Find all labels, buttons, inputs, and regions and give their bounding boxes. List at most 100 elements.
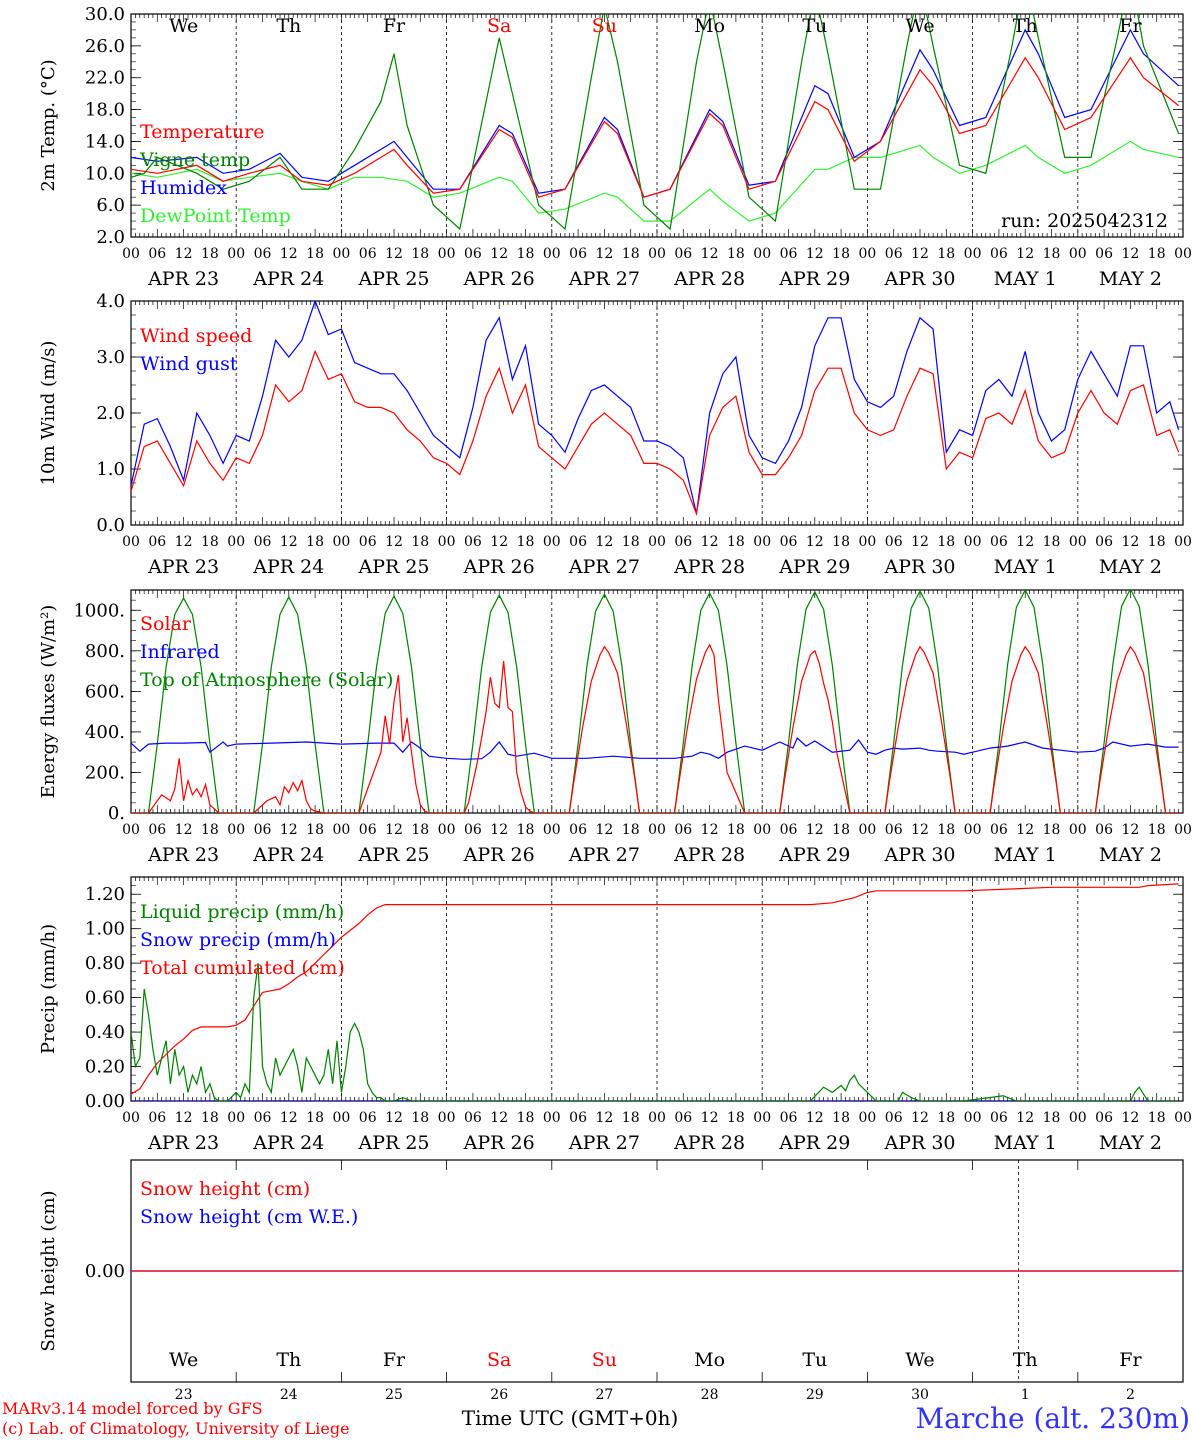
hour-tick-label: 06 [359, 246, 377, 262]
weekday-label: Th [1013, 15, 1038, 37]
hour-tick-label: 12 [911, 534, 929, 550]
hour-tick-label: 00 [227, 246, 245, 262]
hour-tick-label: 06 [359, 822, 377, 838]
day-number-label: 25 [385, 1387, 403, 1403]
date-label: APR 28 [673, 1132, 745, 1154]
hour-tick-label: 12 [1121, 246, 1139, 262]
hour-tick-label: 06 [674, 822, 692, 838]
hour-tick-label: 12 [490, 822, 508, 838]
date-label: APR 28 [673, 268, 745, 290]
panel-2 [130, 300, 1184, 526]
hour-tick-label: 12 [806, 534, 824, 550]
hour-tick-label: 06 [148, 1110, 166, 1126]
hour-tick-label: 18 [622, 1110, 640, 1126]
hour-tick-label: 12 [701, 822, 719, 838]
hour-tick-label: 00 [858, 534, 876, 550]
hour-tick-label: 06 [148, 534, 166, 550]
hour-tick-label: 00 [438, 246, 456, 262]
hour-tick-label: 00 [543, 822, 561, 838]
hour-tick-label: 00 [122, 1110, 140, 1126]
weekday-label: Th [276, 15, 301, 37]
hour-tick-label: 06 [148, 822, 166, 838]
panel-4 [130, 876, 1184, 1102]
hour-tick-label: 00 [332, 246, 350, 262]
y-tick-label: 200. [85, 762, 125, 783]
hour-tick-label: 00 [227, 534, 245, 550]
hour-tick-label: 12 [595, 534, 613, 550]
date-label: APR 30 [883, 844, 955, 866]
hour-tick-label: 06 [569, 246, 587, 262]
hour-tick-label: 00 [1174, 1110, 1192, 1126]
hour-tick-label: 00 [753, 1110, 771, 1126]
hour-tick-label: 06 [885, 534, 903, 550]
hour-tick-label: 18 [1148, 246, 1166, 262]
day-number-label: 27 [595, 1387, 613, 1403]
weekday-label: Fr [383, 1349, 406, 1371]
hour-tick-label: 06 [254, 246, 272, 262]
y-tick-label: 2.0 [96, 227, 125, 248]
hour-tick-label: 18 [201, 1110, 219, 1126]
hour-tick-label: 06 [780, 246, 798, 262]
hour-tick-label: 00 [753, 246, 771, 262]
series-line-infrared [131, 736, 1179, 760]
legend-entry: Humidex [140, 177, 227, 199]
hour-tick-label: 18 [306, 534, 324, 550]
hour-tick-label: 06 [254, 534, 272, 550]
series-line-wind-gust [131, 301, 1180, 514]
date-label: APR 25 [357, 844, 429, 866]
hour-tick-label: 18 [622, 534, 640, 550]
legend-entry: Snow precip (mm/h) [140, 929, 336, 951]
legend-entry: Snow height (cm) [140, 1178, 310, 1200]
series-line-solar [131, 643, 1179, 813]
series-line-vigne-temp [131, 14, 1180, 231]
hour-tick-label: 00 [543, 246, 561, 262]
hour-tick-label: 00 [438, 822, 456, 838]
hour-tick-label: 06 [780, 822, 798, 838]
date-label: APR 29 [778, 268, 850, 290]
y-tick-label: 14.0 [85, 131, 125, 152]
hour-tick-label: 18 [1148, 1110, 1166, 1126]
weekday-label: Tu [802, 1349, 827, 1371]
hour-tick-label: 18 [1043, 822, 1061, 838]
date-label: APR 23 [147, 268, 219, 290]
hour-tick-label: 18 [832, 534, 850, 550]
hour-tick-label: 18 [517, 246, 535, 262]
date-label: APR 26 [463, 1132, 535, 1154]
hour-tick-label: 18 [1043, 534, 1061, 550]
date-label: APR 23 [147, 844, 219, 866]
hour-tick-label: 00 [227, 822, 245, 838]
hour-tick-label: 06 [780, 534, 798, 550]
hour-tick-label: 12 [806, 1110, 824, 1126]
date-label: MAY 2 [1099, 556, 1162, 578]
hour-tick-label: 00 [964, 822, 982, 838]
hour-tick-label: 18 [937, 246, 955, 262]
date-label: APR 24 [252, 268, 324, 290]
hour-tick-label: 12 [1016, 1110, 1034, 1126]
hour-tick-label: 12 [1016, 822, 1034, 838]
hour-tick-label: 00 [964, 1110, 982, 1126]
hour-tick-label: 18 [727, 534, 745, 550]
series-line-dewpoint-temp [131, 140, 1179, 222]
y-tick-label: 0.60 [85, 988, 125, 1009]
weekday-label: Th [276, 1349, 301, 1371]
hour-tick-label: 12 [701, 534, 719, 550]
hour-tick-label: 12 [490, 246, 508, 262]
hour-tick-label: 00 [543, 1110, 561, 1126]
date-label: APR 24 [252, 556, 324, 578]
hour-tick-label: 00 [1174, 822, 1192, 838]
hour-tick-label: 06 [254, 1110, 272, 1126]
date-label: MAY 2 [1099, 1132, 1162, 1154]
date-label: APR 27 [568, 268, 640, 290]
hour-tick-label: 06 [1095, 1110, 1113, 1126]
date-label: APR 29 [778, 1132, 850, 1154]
y-axis-label: 2m Temp. (°C) [38, 59, 59, 191]
weekday-label: Fr [1119, 15, 1142, 37]
hour-tick-label: 12 [1016, 534, 1034, 550]
series-line-total-cumulated-cm [131, 883, 1179, 1095]
y-tick-label: 800. [85, 641, 125, 662]
hour-tick-label: 00 [438, 534, 456, 550]
hour-tick-label: 06 [359, 534, 377, 550]
hour-tick-label: 12 [595, 1110, 613, 1126]
day-number-label: 30 [911, 1387, 929, 1403]
y-tick-label: 4.0 [96, 291, 125, 312]
